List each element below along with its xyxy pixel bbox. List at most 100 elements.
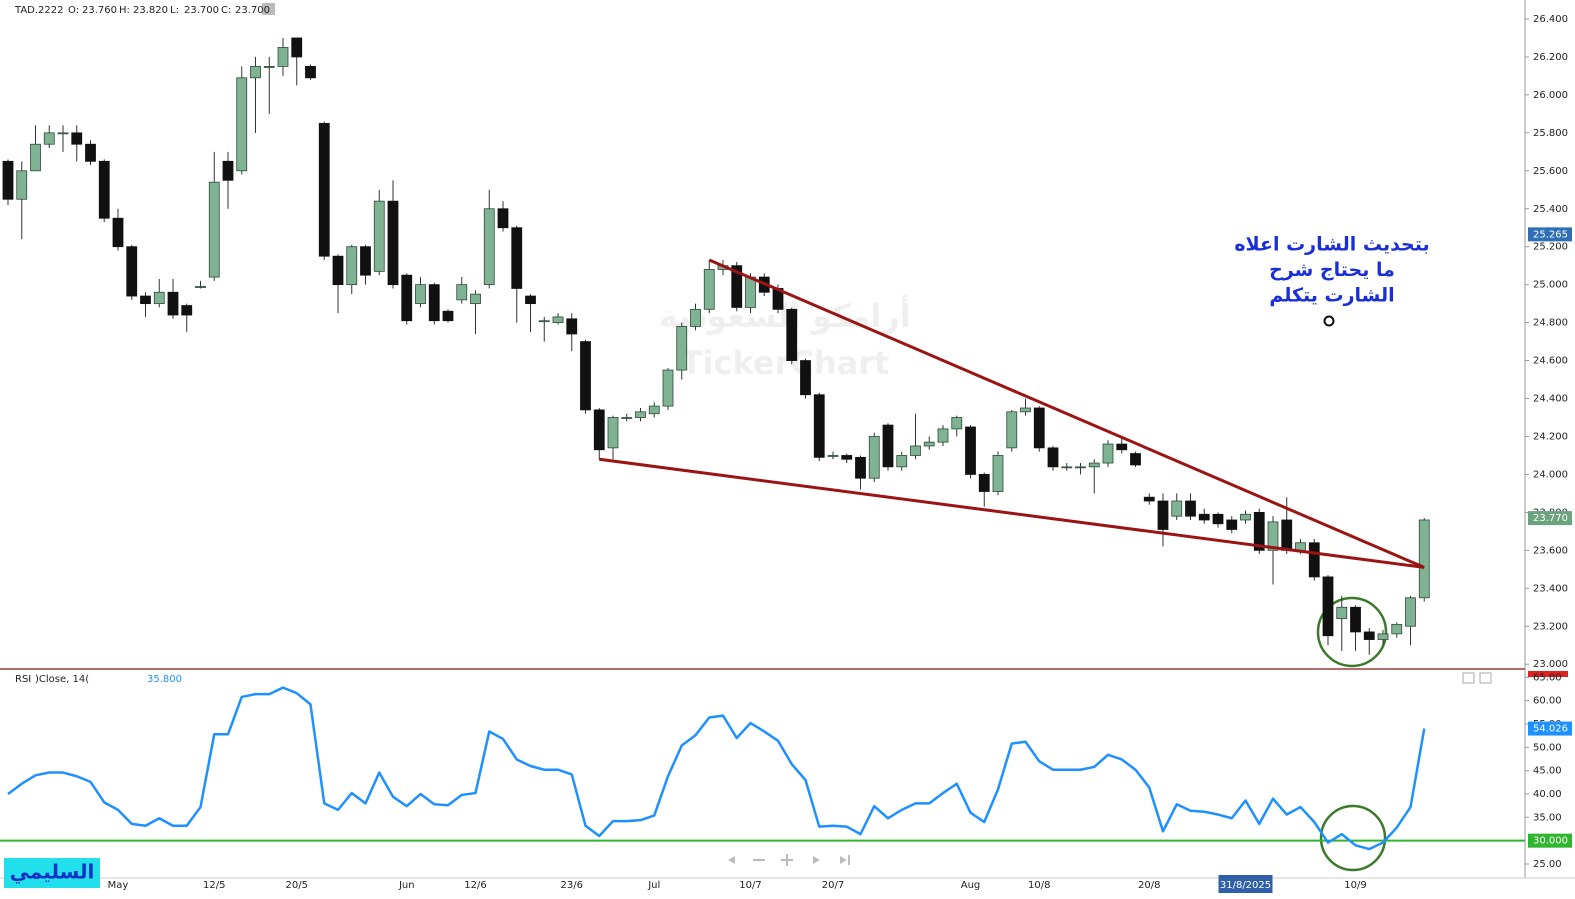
candle-body [951, 417, 963, 430]
candle-body [126, 246, 138, 297]
candle-body [1391, 623, 1403, 635]
candle-body [621, 417, 633, 419]
x-tick-label: 12/5 [203, 880, 225, 891]
x-tick-label: Jul [647, 880, 660, 891]
candle-body [1295, 542, 1306, 551]
ohlc-value: 23.700 [235, 5, 270, 16]
candle-body [1102, 443, 1114, 464]
candle-body [648, 405, 660, 415]
y-tick-label: 35.00 [1533, 812, 1562, 823]
y-tick-label: 24.800 [1533, 318, 1568, 329]
candle-body [387, 200, 399, 286]
watermark: TickerChart [681, 344, 890, 382]
y-tick-label: 24.200 [1533, 431, 1568, 442]
nav-zoom-in[interactable] [781, 854, 793, 866]
candle-body [30, 143, 41, 172]
candle-body [841, 455, 853, 460]
x-tick-label: 10/8 [1028, 880, 1050, 891]
price-tag-label: 25.265 [1533, 229, 1568, 240]
candle-body [703, 269, 715, 310]
candle-body [291, 37, 303, 58]
candle-body [1088, 462, 1100, 468]
candle-body [1075, 466, 1086, 469]
nav-toolbar[interactable] [728, 854, 850, 866]
ohlc-value: 23.700 [184, 5, 219, 16]
nav-left[interactable] [728, 856, 735, 864]
candle-body [483, 208, 495, 286]
candle-body [167, 291, 179, 316]
indicator-params: )Close, 14( [35, 674, 89, 685]
header-menu[interactable] [262, 3, 275, 15]
candle-body [470, 293, 481, 305]
candle-body [965, 426, 976, 475]
nav-right[interactable] [813, 856, 820, 864]
candle-body [1157, 500, 1169, 530]
candle-body [1116, 443, 1128, 451]
candle-body [978, 474, 990, 492]
y-tick-label: 25.600 [1533, 166, 1568, 177]
nav-end[interactable] [840, 855, 850, 865]
candle-body [1322, 576, 1334, 637]
y-tick-label: 26.000 [1533, 90, 1568, 101]
x-tick-label: 10/7 [739, 880, 761, 891]
y-tick-label: 25.000 [1533, 280, 1568, 291]
candle-body [250, 66, 261, 79]
badge: السليمي [10, 860, 95, 885]
candle-body [1350, 606, 1361, 633]
highlight-circle [1316, 596, 1388, 668]
last-value-label: 54.026 [1533, 724, 1568, 735]
y-tick-label: 26.200 [1533, 52, 1568, 63]
candle-body [937, 428, 949, 443]
candle-body [71, 132, 83, 145]
candle-body [277, 47, 289, 67]
candle-body [538, 320, 550, 323]
candle-body [910, 445, 921, 456]
annotation: بتحديث الشارت اعلاه [1234, 234, 1429, 256]
pane-button[interactable] [1479, 672, 1492, 684]
candle-body [662, 369, 674, 407]
badge-box [4, 858, 100, 888]
y-tick-label: 24.600 [1533, 356, 1568, 367]
candle-body [1240, 513, 1251, 521]
candle-body [360, 246, 371, 276]
symbol: TAD.2222 [14, 5, 64, 16]
candle-body [2, 160, 14, 200]
ohlc-label: L: [170, 5, 179, 16]
x-tick-label: 23/6 [561, 880, 583, 891]
candle-body [1226, 519, 1238, 530]
candle-body [346, 246, 358, 286]
candle-body [1212, 513, 1224, 525]
rsi-line [7, 686, 1426, 851]
nav-zoom-out[interactable] [753, 859, 765, 861]
candle-body [373, 200, 385, 272]
ohlc-label: C: [221, 5, 231, 16]
level-tag [1528, 833, 1572, 848]
y-tick-label: 24.000 [1533, 469, 1568, 480]
candle-body [525, 295, 536, 305]
last-value-tag [1528, 721, 1572, 736]
candle-body [1185, 500, 1196, 517]
candle-body [827, 455, 839, 457]
pane-button[interactable] [1462, 672, 1475, 684]
y-tick-label: 23.400 [1533, 583, 1568, 594]
candle-body [868, 436, 880, 479]
candle-body [1281, 519, 1293, 551]
candle-body [813, 394, 825, 458]
candle-body [1363, 631, 1375, 640]
y-tick-label: 45.00 [1533, 766, 1562, 777]
candle-body [442, 310, 454, 322]
ohlc-value: 23.820 [133, 5, 168, 16]
annotation: ما يحتاج شرح [1269, 259, 1395, 281]
ohlc-label: H: [119, 5, 130, 16]
y-tick-label: 60.00 [1533, 696, 1562, 707]
candle-body [992, 455, 1004, 492]
candle-body [1336, 606, 1348, 620]
candle-body [456, 284, 468, 301]
trendline [708, 258, 1425, 569]
x-tick-label: Aug [961, 880, 981, 891]
candle-body [140, 295, 151, 305]
candle-body [607, 417, 619, 449]
